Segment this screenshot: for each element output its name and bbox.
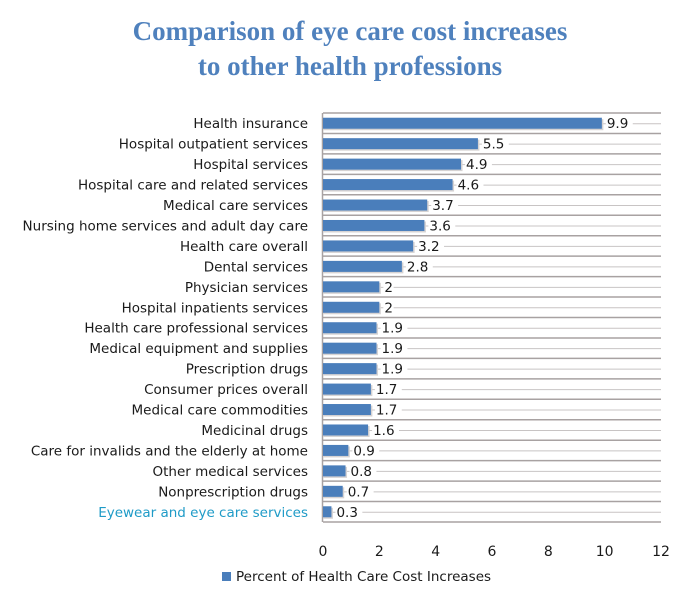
bar — [323, 363, 377, 375]
gridlines — [321, 112, 661, 523]
value-label: 3.6 — [429, 218, 450, 234]
category-label: Hospital care and related services — [78, 178, 308, 194]
bar — [323, 465, 346, 477]
category-label: Consumer prices overall — [144, 382, 308, 398]
category-label: Physician services — [185, 280, 308, 296]
value-label-bg — [465, 157, 492, 172]
value-label-bg — [481, 136, 509, 151]
legend: Percent of Health Care Cost Increases — [222, 569, 491, 585]
value-label: 1.7 — [376, 382, 397, 398]
x-tick-label: 12 — [652, 544, 670, 560]
bar — [323, 342, 377, 354]
value-label: 0.9 — [353, 443, 374, 459]
x-tick-label: 8 — [544, 544, 553, 560]
value-label: 3.2 — [418, 239, 439, 255]
bar — [323, 301, 380, 313]
value-label: 1.6 — [373, 423, 394, 439]
category-label: Prescription drugs — [186, 362, 308, 378]
bar — [323, 240, 414, 252]
x-tick-label: 6 — [488, 544, 497, 560]
value-label: 9.9 — [607, 116, 628, 132]
value-label-bg — [346, 484, 374, 499]
value-label: 5.5 — [483, 137, 504, 153]
value-label-bg — [605, 116, 633, 131]
value-label: 0.8 — [351, 464, 372, 480]
bar — [323, 485, 343, 497]
bar — [323, 219, 425, 231]
x-tick-label: 4 — [431, 544, 440, 560]
bar — [323, 179, 453, 191]
bar — [323, 138, 478, 150]
value-label-bg — [428, 218, 456, 233]
value-label: 2 — [384, 280, 393, 296]
value-label-bg — [374, 382, 402, 397]
bar — [323, 383, 371, 395]
category-label: Eyewear and eye care services — [98, 505, 308, 521]
value-label-bg — [456, 177, 484, 192]
legend-swatch — [222, 572, 231, 581]
bar — [323, 404, 371, 416]
category-label: Other medical services — [152, 464, 308, 480]
value-label-bg — [380, 361, 408, 376]
value-label-bg — [372, 422, 399, 437]
value-label: 2 — [384, 300, 393, 316]
bars — [323, 117, 604, 519]
value-label-bg — [380, 320, 408, 335]
bar — [323, 199, 428, 211]
value-label-bg — [380, 341, 408, 356]
category-label: Care for invalids and the elderly at hom… — [31, 443, 308, 459]
category-label: Health insurance — [193, 116, 308, 132]
value-label: 3.7 — [432, 198, 453, 214]
value-label-bg — [405, 259, 433, 274]
category-label: Hospital outpatient services — [119, 137, 308, 153]
bar — [323, 281, 380, 293]
value-label-bg — [374, 402, 402, 417]
value-label: 1.9 — [382, 341, 403, 357]
x-tick-label: 10 — [596, 544, 614, 560]
legend-label: Percent of Health Care Cost Increases — [236, 569, 491, 585]
category-label: Health care overall — [180, 239, 308, 255]
value-label: 0.7 — [348, 484, 369, 500]
bar — [323, 444, 349, 456]
category-label: Nursing home services and adult day care — [23, 218, 308, 234]
category-label: Nonprescription drugs — [158, 484, 308, 500]
bar — [323, 117, 602, 129]
value-label-bg — [383, 300, 394, 315]
value-label-bg — [417, 238, 445, 253]
category-label: Health care professional services — [84, 321, 308, 337]
value-label-bg — [349, 463, 377, 478]
bar — [323, 260, 402, 272]
value-label: 4.6 — [458, 178, 479, 194]
x-tick-label: 2 — [375, 544, 384, 560]
chart-title: Comparison of eye care cost increases to… — [0, 14, 700, 84]
category-label: Medical care commodities — [131, 403, 308, 419]
chart-title-line-2: to other health professions — [197, 51, 503, 81]
x-axis-ticks: 0 2 4 6 8 10 12 — [319, 544, 670, 560]
value-label: 1.9 — [382, 362, 403, 378]
value-label-bg — [431, 198, 459, 213]
x-tick-label: 0 — [319, 544, 328, 560]
category-label: Dental services — [204, 259, 308, 275]
bar — [323, 158, 462, 170]
chart-title-line-1: Comparison of eye care cost increases — [132, 16, 568, 46]
category-label: Medical equipment and supplies — [89, 341, 308, 357]
value-label-bg — [352, 443, 380, 458]
category-label: Hospital services — [193, 157, 308, 173]
category-label: Medicinal drugs — [201, 423, 308, 439]
value-label: 2.8 — [407, 259, 428, 275]
value-labels: 9.9 5.5 4.9 4.6 3.7 3.6 3.2 2.8 2 2 1.9 1.9 1.9 1.7 1.… — [335, 116, 633, 521]
category-labels: Health insurance Hospital outpatient serv… — [23, 116, 308, 521]
bar — [323, 424, 369, 436]
category-label: Medical care services — [163, 198, 308, 214]
bar — [323, 322, 377, 334]
value-label: 1.9 — [382, 321, 403, 337]
bar — [323, 506, 332, 518]
value-label-bg — [383, 279, 394, 294]
category-label: Hospital inpatients services — [122, 300, 308, 316]
value-label: 0.3 — [336, 505, 357, 521]
value-label: 4.9 — [466, 157, 487, 173]
value-label: 1.7 — [376, 403, 397, 419]
value-label-bg — [335, 504, 363, 519]
